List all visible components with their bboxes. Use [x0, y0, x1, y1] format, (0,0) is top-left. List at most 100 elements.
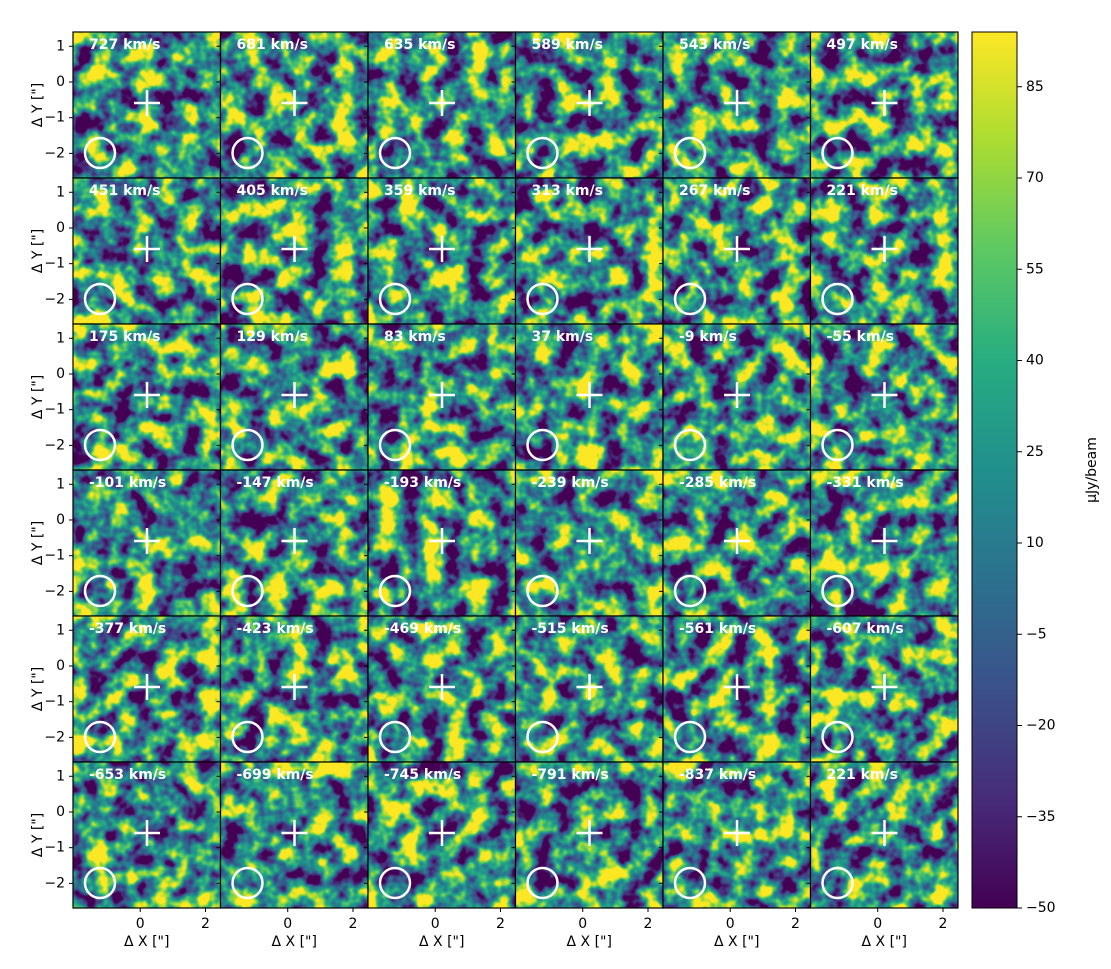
- y-tick-label: 0: [56, 804, 65, 820]
- x-tick-label: 0: [431, 916, 440, 932]
- center-cross: [429, 382, 455, 408]
- panel-label: -745 km/s: [384, 767, 461, 783]
- center-cross: [134, 674, 160, 700]
- center-cross: [871, 90, 898, 116]
- beam: [821, 282, 854, 316]
- panel-label: -515 km/s: [532, 621, 609, 637]
- colorbar-tick-label: −5: [1026, 626, 1047, 642]
- x-tick-label: 2: [791, 916, 800, 932]
- beam: [83, 574, 117, 608]
- colorbar-tick-label: −35: [1026, 809, 1056, 825]
- x-axis-label: Δ X ["]: [714, 934, 759, 950]
- center-cross: [281, 674, 308, 700]
- center-cross: [429, 90, 455, 116]
- panel-label: -147 km/s: [237, 475, 314, 491]
- x-tick-label: 2: [496, 916, 505, 932]
- y-tick-label: −1: [44, 110, 65, 126]
- colorbar: [971, 31, 1018, 909]
- beam: [83, 282, 117, 316]
- y-tick-label: −2: [44, 145, 65, 161]
- y-tick-label: 0: [56, 220, 65, 236]
- center-cross: [281, 382, 308, 408]
- center-cross: [724, 528, 750, 554]
- colorbar-tick-label: −20: [1026, 718, 1056, 734]
- beam: [378, 282, 412, 316]
- colorbar-tick-label: 25: [1026, 444, 1044, 460]
- y-axis-label: Δ Y ["]: [30, 375, 46, 419]
- beam: [673, 720, 707, 754]
- beam: [378, 720, 412, 754]
- panel-label: 221 km/s: [827, 183, 898, 199]
- beam: [526, 720, 559, 754]
- center-cross: [724, 236, 750, 262]
- x-tick-label: 0: [578, 916, 587, 932]
- center-cross: [576, 90, 603, 116]
- colorbar-tick-label: 55: [1026, 261, 1044, 277]
- center-cross: [576, 674, 603, 700]
- center-cross: [576, 820, 603, 846]
- beam: [821, 866, 854, 900]
- beam: [231, 866, 264, 900]
- panel-label: 543 km/s: [679, 37, 750, 53]
- y-tick-label: 1: [56, 330, 65, 346]
- center-cross: [281, 236, 308, 262]
- panel-label: 451 km/s: [89, 183, 160, 199]
- beam: [821, 428, 854, 462]
- center-cross: [871, 674, 898, 700]
- center-cross: [576, 528, 603, 554]
- center-cross: [871, 528, 898, 554]
- center-cross: [724, 90, 750, 116]
- y-tick-label: −1: [44, 694, 65, 710]
- x-axis-label: Δ X ["]: [419, 934, 464, 950]
- y-tick-label: 0: [56, 658, 65, 674]
- panel-label: 129 km/s: [237, 329, 308, 345]
- panel-label: -837 km/s: [679, 767, 756, 783]
- panel-label: 83 km/s: [384, 329, 446, 345]
- beam: [821, 574, 854, 608]
- y-axis-label: Δ Y ["]: [30, 813, 46, 857]
- y-axis-label: Δ Y ["]: [30, 83, 46, 127]
- beam: [673, 282, 707, 316]
- panel-label: -469 km/s: [384, 621, 461, 637]
- y-tick-label: −2: [44, 291, 65, 307]
- x-axis-label: Δ X ["]: [124, 934, 169, 950]
- y-axis-label: Δ Y ["]: [30, 521, 46, 565]
- center-cross: [134, 236, 160, 262]
- y-tick-label: 1: [56, 622, 65, 638]
- beam: [673, 866, 707, 900]
- center-cross: [429, 820, 455, 846]
- beam: [231, 136, 264, 170]
- x-tick-label: 2: [939, 916, 948, 932]
- y-tick-label: −2: [44, 583, 65, 599]
- panel-label: -285 km/s: [679, 475, 756, 491]
- center-cross: [871, 236, 898, 262]
- y-tick-label: 1: [56, 476, 65, 492]
- center-cross: [576, 382, 603, 408]
- x-tick-label: 0: [283, 916, 292, 932]
- x-axis-label: Δ X ["]: [272, 934, 317, 950]
- beam: [231, 282, 264, 316]
- beam: [526, 282, 559, 316]
- beam: [526, 136, 559, 170]
- panel-label: -55 km/s: [827, 329, 895, 345]
- panel-label: -377 km/s: [89, 621, 166, 637]
- center-cross: [724, 674, 750, 700]
- y-tick-label: 1: [56, 768, 65, 784]
- center-cross: [134, 382, 160, 408]
- center-cross: [724, 382, 750, 408]
- panel-label: 221 km/s: [827, 767, 898, 783]
- panel-label: 635 km/s: [384, 37, 455, 53]
- panel-label: -607 km/s: [827, 621, 904, 637]
- panel-label: 37 km/s: [532, 329, 594, 345]
- x-tick-label: 2: [201, 916, 210, 932]
- beam: [821, 136, 854, 170]
- panel-frame: [809, 761, 959, 909]
- center-cross: [429, 236, 455, 262]
- beam: [378, 866, 412, 900]
- x-axis-label: Δ X ["]: [862, 934, 907, 950]
- y-tick-label: 0: [56, 512, 65, 528]
- center-cross: [281, 820, 308, 846]
- beam: [83, 136, 117, 170]
- y-tick-label: −1: [44, 548, 65, 564]
